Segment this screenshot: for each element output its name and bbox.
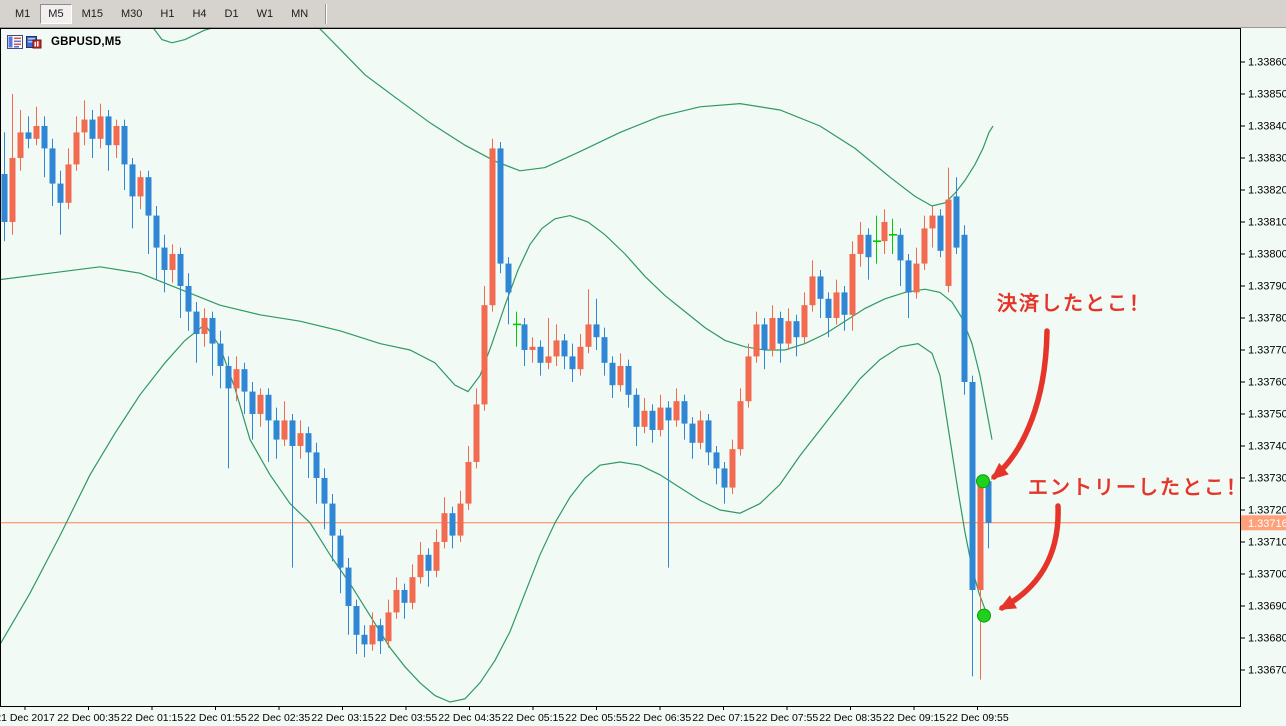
price-axis-label: 1.33680 (1248, 633, 1286, 645)
entry-arrow (999, 503, 1061, 611)
price-axis-label: 1.33750 (1248, 409, 1286, 421)
price-axis-label: 1.33840 (1248, 121, 1286, 133)
timeframe-button-group: M1 M5 M15 M30 H1 H4 D1 W1 MN (6, 3, 317, 24)
plot-border (0, 28, 1241, 707)
trade-marker-exit (976, 474, 990, 489)
time-axis-label: 22 Dec 03:15 (311, 712, 374, 724)
price-axis-label: 1.33820 (1248, 185, 1286, 197)
timeframe-button-M30[interactable]: M30 (113, 4, 150, 24)
timeframe-button-MN[interactable]: MN (283, 4, 316, 24)
time-axis-label: 22 Dec 05:15 (502, 712, 565, 724)
current-price-badge-label: 1.33716 (1248, 518, 1286, 530)
time-axis-label: 21 Dec 2017 (0, 712, 55, 724)
time-axis-label: 22 Dec 05:55 (565, 712, 628, 724)
time-axis-label: 22 Dec 09:15 (883, 712, 946, 724)
timeframe-button-M15[interactable]: M15 (74, 4, 111, 24)
entry-arrow-head (998, 595, 1018, 610)
timeframe-button-M1[interactable]: M1 (7, 4, 38, 24)
price-axis-label: 1.33790 (1248, 281, 1286, 293)
price-axis-label: 1.33760 (1248, 377, 1286, 389)
timeframe-button-W1[interactable]: W1 (249, 4, 282, 24)
time-axis-label: 22 Dec 06:35 (629, 712, 692, 724)
timeframe-button-M5[interactable]: M5 (40, 3, 72, 24)
price-axis-label: 1.33720 (1248, 505, 1286, 517)
price-axis-label: 1.33850 (1248, 89, 1286, 101)
time-axis-label: 22 Dec 01:15 (121, 712, 184, 724)
price-axis-label: 1.33710 (1248, 537, 1286, 549)
candles-series (1, 94, 992, 680)
price-axis-label: 1.33690 (1248, 601, 1286, 613)
time-axis-label: 22 Dec 09:55 (946, 712, 1009, 724)
time-axis-label: 22 Dec 03:55 (375, 712, 438, 724)
time-axis-label: 22 Dec 04:35 (438, 712, 501, 724)
chart-title-row: GBPUSD,M5 (7, 35, 121, 49)
timeframe-button-D1[interactable]: D1 (217, 4, 247, 24)
entry-annotation-text: エントリーしたとこ！ (1028, 476, 1248, 499)
chart-file-icon (26, 35, 42, 49)
trade-marker-entry (977, 608, 991, 623)
exit-arrow-head (990, 462, 1009, 480)
current-price-badge (1241, 515, 1286, 531)
price-axis-label: 1.33860 (1248, 57, 1286, 69)
price-axis-label: 1.33740 (1248, 441, 1286, 453)
price-axis-label: 1.33800 (1248, 249, 1286, 261)
timeframe-toolbar: M1 M5 M15 M30 H1 H4 D1 W1 MN (0, 0, 1286, 28)
time-axis-label: 22 Dec 01:55 (184, 712, 247, 724)
price-chart-canvas[interactable]: 決済したとこ！エントリーしたとこ！1.338601.338501.338401.… (0, 28, 1286, 726)
price-axis-label: 1.33730 (1248, 473, 1286, 485)
price-axis: 1.33860 1.33850 1.33840 1.33830 1.33820 1.338… (1240, 57, 1286, 677)
quotes-table-icon (7, 35, 23, 49)
time-axis-label: 22 Dec 08:35 (819, 712, 882, 724)
time-axis-label: 22 Dec 00:35 (57, 712, 120, 724)
symbol-title: GBPUSD,M5 (51, 36, 122, 48)
time-axis-label: 22 Dec 07:15 (692, 712, 755, 724)
chart-window[interactable]: GBPUSD,M5 決済したとこ！ エントリーしたとこ！ 1.33860 1.3385… (0, 28, 1286, 726)
bollinger-middle-band (1, 214, 993, 440)
price-axis-label: 1.33770 (1248, 345, 1286, 357)
price-axis-label: 1.33780 (1248, 313, 1286, 325)
time-axis-label: 22 Dec 02:35 (248, 712, 311, 724)
price-axis-label: 1.33700 (1248, 569, 1286, 581)
price-axis-label: 1.33810 (1248, 217, 1286, 229)
exit-annotation-text: 決済したとこ！ (997, 291, 1151, 315)
timeframe-button-H1[interactable]: H1 (152, 4, 182, 24)
plot-area (1, 29, 1240, 703)
exit-arrow (991, 328, 1050, 480)
time-axis: 21 Dec 2017 22 Dec 00:35 22 Dec 01:15 22 De… (0, 706, 1009, 724)
price-axis-label: 1.33830 (1248, 153, 1286, 165)
timeframe-button-H4[interactable]: H4 (184, 4, 214, 24)
price-axis-label: 1.33670 (1248, 665, 1286, 677)
time-axis-label: 22 Dec 07:55 (756, 712, 819, 724)
toolbar-separator (325, 3, 328, 24)
